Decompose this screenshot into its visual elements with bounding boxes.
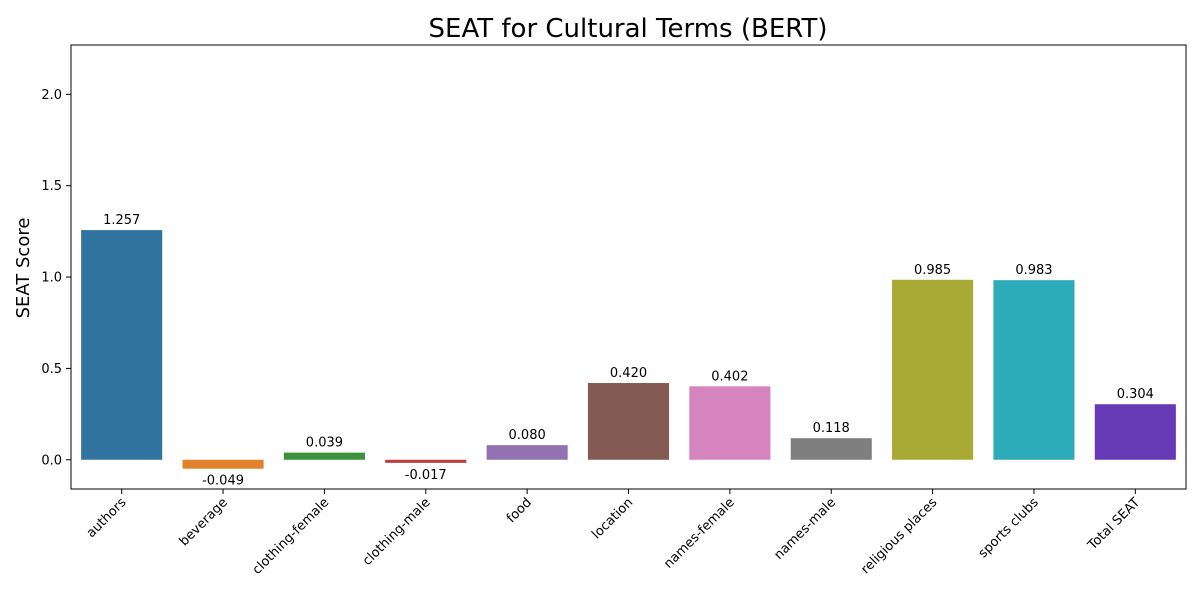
data-label: 0.039 (306, 436, 343, 451)
data-label: 1.257 (103, 213, 140, 228)
y-tick-label: 1.0 (41, 271, 62, 286)
data-label: -0.017 (405, 468, 447, 483)
bar-clothing-male (385, 459, 467, 463)
data-label: 0.118 (813, 421, 850, 436)
x-tick-label: names-male (771, 495, 839, 563)
plot-frame (70, 44, 1187, 490)
bar-clothing-female (283, 452, 365, 460)
bar-location (587, 383, 670, 460)
chart-title: SEAT for Cultural Terms (BERT) (429, 14, 828, 44)
bar-food (486, 445, 568, 460)
y-tick-label: 2.0 (41, 88, 62, 103)
bars-group (81, 230, 1176, 469)
data-label: -0.049 (202, 474, 244, 489)
x-tick-label: religious places (858, 495, 940, 577)
y-tick-label: 0.0 (41, 453, 62, 468)
x-tick-label: location (589, 495, 636, 542)
x-tick-label: names-female (661, 495, 737, 571)
data-labels-group: 1.257 -0.049 0.039 -0.017 0.080 0.420 0.402 0.1… (103, 213, 1154, 489)
y-axis-ticks: 0.0 0.5 1.0 1.5 2.0 (41, 88, 71, 468)
x-tick-label: clothing-female (250, 495, 332, 577)
y-tick-label: 0.5 (41, 362, 62, 377)
x-tick-label: clothing-male (360, 495, 434, 569)
x-tick-label: authors (84, 495, 130, 541)
y-tick-label: 1.5 (41, 179, 62, 194)
data-label: 0.402 (711, 369, 748, 384)
data-label: 0.985 (914, 263, 951, 278)
x-tick-label: Total SEAT (1085, 495, 1144, 554)
x-tick-label: sports clubs (976, 495, 1042, 561)
y-axis-label: SEAT Score (13, 218, 34, 319)
data-label: 0.983 (1015, 263, 1052, 278)
bar-names-male (790, 438, 872, 460)
bar-names-female (689, 386, 771, 460)
data-label: 0.080 (509, 428, 546, 443)
data-label: 0.304 (1117, 387, 1154, 402)
x-axis-ticks: authors beverage clothing-female clothing-m… (84, 489, 1143, 578)
bar-authors (81, 230, 163, 460)
bar-religious-places (892, 279, 974, 460)
data-label: 0.420 (610, 366, 647, 381)
bar-beverage (182, 459, 264, 469)
x-tick-label: beverage (177, 495, 231, 549)
bar-total-seat (1094, 404, 1176, 460)
bar-sports-clubs (993, 280, 1075, 460)
x-tick-label: food (504, 495, 535, 526)
